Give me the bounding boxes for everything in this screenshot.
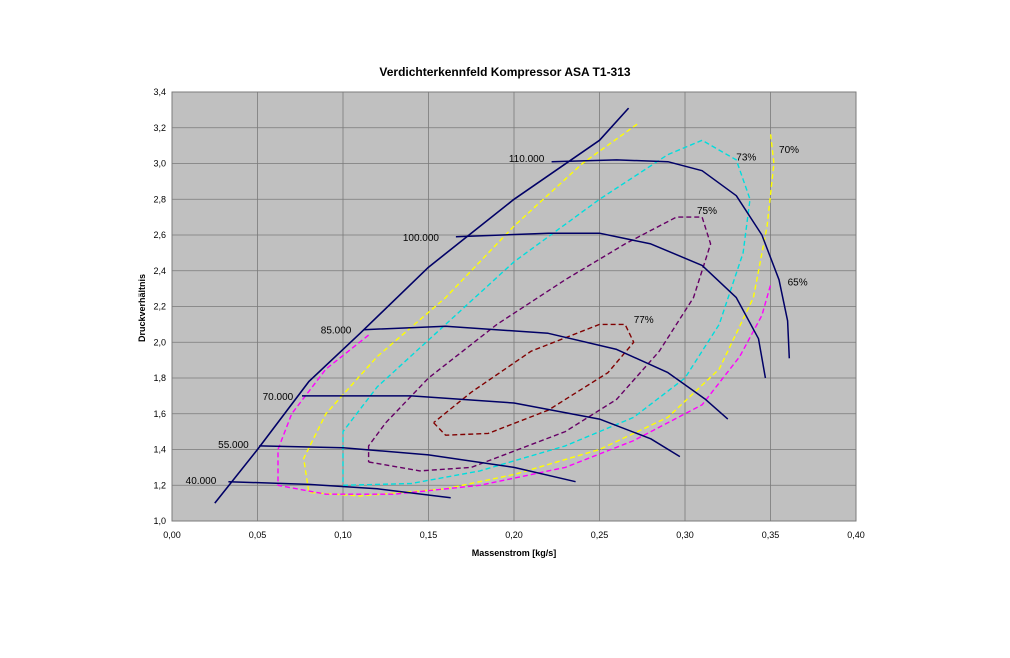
y-tick-labels: 1,0 1,2 1,4 1,6 1,8 2,0 2,2 2,4 2,6 2,8 3,0 3,2 3,4 [153,87,166,526]
x-tick-labels: 0,00 0,05 0,10 0,15 0,20 0,25 0,30 0,35 0,40 [163,530,865,540]
y-tick-label: 1,0 [153,516,166,526]
annotation-label: 100.000 [403,233,440,244]
speed-line [259,445,576,483]
data-series [214,107,791,504]
x-tick-label: 0,10 [334,530,352,540]
x-tick-label: 0,35 [762,530,780,540]
annotation-label: 70.000 [263,392,294,403]
annotations: 110.000 100.000 85.000 70.000 55.000 40.000 77… [186,145,808,487]
speed-line [455,232,767,379]
annotation-label: 70% [779,145,799,156]
efficiency-contour-line [277,284,772,495]
x-tick-label: 0,15 [420,530,438,540]
y-tick-label: 2,2 [153,302,166,312]
annotation-label: 85.000 [321,326,352,337]
efficiency-contour-line [342,139,751,486]
y-tick-label: 3,2 [153,123,166,133]
x-tick-label: 0,00 [163,530,181,540]
x-tick-label: 0,25 [591,530,609,540]
x-tick-label: 0,20 [505,530,523,540]
speed-line [363,325,729,420]
annotation-label: 55.000 [218,440,249,451]
x-tick-label: 0,05 [249,530,267,540]
y-tick-label: 2,0 [153,337,166,347]
annotation-label: 40.000 [186,476,217,487]
y-tick-label: 2,8 [153,194,166,204]
speed-line [228,480,451,499]
annotation-label: 73% [736,152,756,163]
x-axis-label: Massenstrom [kg/s] [472,548,557,558]
speed-line [302,395,681,458]
efficiency-contour-line [367,216,712,472]
y-tick-label: 2,6 [153,230,166,240]
annotation-label: 65% [788,277,808,288]
y-tick-label: 3,0 [153,159,166,169]
annotation-label: 110.000 [509,154,545,165]
y-tick-label: 3,4 [153,87,166,97]
y-tick-label: 1,6 [153,409,166,419]
chart-title: Verdichterkennfeld Kompressor ASA T1-313 [379,65,631,79]
annotation-label: 77% [634,315,654,326]
y-tick-label: 2,4 [153,266,166,276]
y-tick-label: 1,4 [153,445,166,455]
y-axis-label: Druckverhältnis [137,274,147,342]
x-tick-label: 0,30 [676,530,694,540]
x-tick-label: 0,40 [847,530,865,540]
y-tick-label: 1,8 [153,373,166,383]
annotation-label: 75% [697,206,717,217]
efficiency-contour-line [433,323,635,436]
surge-line [214,107,630,504]
y-tick-label: 1,2 [153,480,166,490]
speed-line [551,159,791,359]
